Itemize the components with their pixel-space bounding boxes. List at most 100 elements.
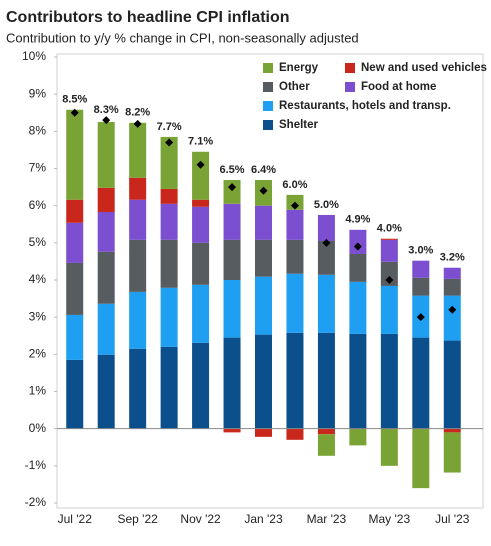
headline-marker — [322, 238, 331, 247]
chart-title: Contributors to headline CPI inflation — [6, 9, 290, 26]
headline-marker — [165, 138, 174, 147]
bar-segment — [160, 136, 178, 189]
bar-segment — [317, 332, 335, 429]
y-tick-label: 6% — [29, 198, 47, 212]
headline-marker — [290, 201, 299, 210]
headline-marker — [259, 186, 268, 195]
bar-segment — [192, 242, 210, 285]
legend-swatch — [263, 120, 273, 130]
legend-label: Other — [279, 81, 310, 93]
bar-segment — [97, 303, 115, 355]
bar-segment — [380, 239, 398, 262]
bar-segment — [412, 428, 430, 489]
bar-segment — [66, 314, 84, 360]
headline-marker — [70, 108, 79, 117]
bar-segment — [255, 239, 272, 277]
bar-segment — [286, 332, 304, 429]
bar-segment — [443, 432, 461, 473]
bar-segment — [160, 239, 178, 288]
data-label: 8.5% — [62, 94, 87, 106]
y-tick-label: 3% — [29, 309, 47, 323]
bar-segment — [349, 229, 367, 254]
data-label: 6.5% — [219, 164, 244, 176]
chart-subtitle: Contribution to y/y % change in CPI, non… — [6, 30, 359, 45]
data-label: 4.0% — [377, 223, 402, 235]
x-tick-label: Nov '22 — [180, 512, 221, 526]
bar-segment — [66, 109, 84, 200]
bar-segment — [255, 334, 272, 429]
data-label: 6.4% — [251, 164, 276, 176]
bar-segment — [349, 253, 367, 282]
bar-segment — [129, 177, 147, 200]
y-tick-label: 2% — [29, 347, 47, 361]
plot-frame — [56, 53, 484, 509]
headline-marker — [353, 242, 362, 251]
bar-segment — [66, 262, 84, 315]
bar-segment — [97, 354, 115, 429]
x-tick-label: May '23 — [369, 512, 411, 526]
bar-segment — [286, 239, 304, 274]
bar-segment — [443, 295, 461, 341]
bar-segment — [255, 276, 272, 335]
x-tick-label: Jul '22 — [58, 512, 93, 526]
bar-segment — [317, 274, 335, 333]
bar-segment — [223, 428, 241, 433]
data-label: 7.7% — [157, 121, 182, 133]
headline-marker — [416, 313, 425, 322]
x-tick-label: Mar '23 — [307, 512, 347, 526]
bar-segment — [255, 428, 272, 437]
headline-marker — [196, 160, 205, 169]
bar-segment — [97, 211, 115, 252]
data-label: 5.0% — [314, 199, 339, 211]
bar-segment — [349, 333, 367, 429]
headline-marker — [228, 183, 237, 192]
x-tick-label: Jul '23 — [435, 512, 470, 526]
y-tick-label: 4% — [29, 272, 47, 286]
bar-segment — [66, 222, 84, 263]
bar-segment — [129, 122, 147, 178]
data-label: 3.2% — [440, 252, 465, 264]
bar-segment — [412, 277, 430, 296]
legend-label: Food at home — [361, 81, 436, 93]
data-label: 7.1% — [188, 136, 213, 148]
bar-segment — [192, 206, 210, 243]
data-label: 4.9% — [345, 214, 370, 226]
bar-segment — [412, 260, 430, 278]
bar-segment — [443, 428, 461, 433]
data-label: 6.0% — [282, 179, 307, 191]
bar-segment — [129, 348, 147, 429]
y-tick-label: 7% — [29, 161, 47, 175]
bar-segment — [160, 203, 178, 240]
bar-segment — [66, 199, 84, 223]
bar-segment — [223, 180, 241, 204]
bar-segment — [160, 287, 178, 347]
bar-segment — [255, 205, 272, 240]
bar-segment — [317, 240, 335, 275]
bar-segment — [380, 261, 398, 286]
bar-segment — [192, 342, 210, 429]
bar-segment — [317, 434, 335, 456]
bar-segment — [380, 428, 398, 466]
bar-segment — [223, 239, 241, 280]
bar-segment — [286, 428, 304, 440]
x-tick-label: Jan '23 — [244, 512, 283, 526]
bar-segment — [160, 188, 178, 204]
data-label: 3.0% — [408, 245, 433, 257]
bar-segment — [192, 151, 210, 200]
y-tick-label: -1% — [25, 458, 47, 472]
bar-segment — [286, 209, 304, 240]
bar-segment — [223, 280, 241, 338]
headline-marker — [385, 276, 394, 284]
bar-segment — [223, 203, 241, 240]
y-tick-label: 0% — [29, 421, 47, 435]
bar-segment — [192, 199, 210, 207]
legend-swatch — [263, 101, 273, 111]
bar-segment — [443, 340, 461, 429]
bar-segment — [380, 238, 398, 240]
bar-segment — [97, 122, 115, 188]
y-tick-label: 1% — [29, 384, 47, 398]
bar-segment — [349, 281, 367, 334]
bar-segment — [443, 267, 461, 279]
bar-segment — [349, 428, 367, 446]
bar-segment — [443, 278, 461, 296]
